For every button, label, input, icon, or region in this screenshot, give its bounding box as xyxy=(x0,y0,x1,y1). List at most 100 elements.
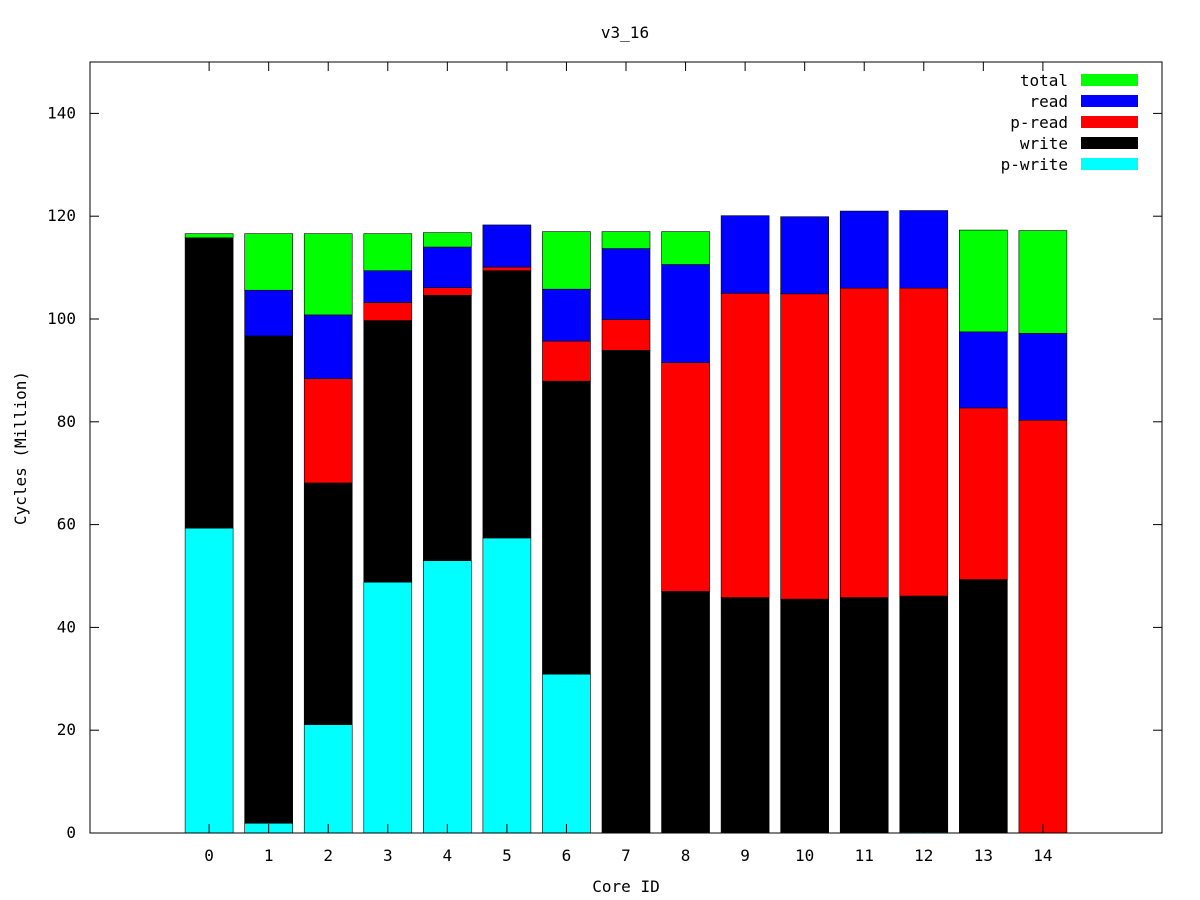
bar-segment-total-core-3 xyxy=(363,233,413,271)
legend-swatch xyxy=(1081,95,1138,107)
bar-segment-read-core-4 xyxy=(423,246,472,288)
bar-segment-read-core-9 xyxy=(720,215,770,294)
bar-segment-write-core-8 xyxy=(661,591,710,834)
bar-segment-total-core-14 xyxy=(1018,230,1068,334)
bar-group-core-14 xyxy=(1018,230,1068,834)
y-tick-label: 120 xyxy=(47,206,76,225)
x-tick-label: 14 xyxy=(1033,846,1052,865)
bar-segment-read-core-1 xyxy=(244,289,293,337)
bar-segment-p-read-core-2 xyxy=(303,378,353,484)
bar-segment-p-write-core-6 xyxy=(542,673,591,834)
bar-segment-write-core-5 xyxy=(482,270,532,539)
bar-group-core-4 xyxy=(423,232,472,834)
bar-segment-write-core-13 xyxy=(959,579,1008,834)
legend-item-p-write: p-write xyxy=(1001,155,1138,174)
bar-segment-write-core-7 xyxy=(601,350,651,834)
y-axis-label: Cycles (Million) xyxy=(11,371,30,525)
y-tick-label: 80 xyxy=(57,412,76,431)
y-tick-label: 0 xyxy=(66,823,76,842)
bar-segment-p-read-core-8 xyxy=(661,362,710,592)
bar-segment-read-core-11 xyxy=(839,210,889,289)
bar-group-core-9 xyxy=(720,215,770,834)
bar-segment-read-core-12 xyxy=(899,210,949,289)
bar-segment-write-core-9 xyxy=(720,597,770,834)
legend-item-p-read: p-read xyxy=(1010,113,1138,132)
bar-segment-write-core-6 xyxy=(542,380,591,675)
bar-segment-write-core-11 xyxy=(839,597,889,834)
legend-label: p-write xyxy=(1001,155,1068,174)
bar-segment-p-read-core-9 xyxy=(720,292,770,598)
y-tick-label: 100 xyxy=(47,309,76,328)
legend-label: read xyxy=(1029,92,1068,111)
bar-group-core-5 xyxy=(482,224,532,834)
x-tick-label: 3 xyxy=(383,846,393,865)
bar-group-core-7 xyxy=(601,231,651,834)
legend-swatch xyxy=(1081,116,1138,128)
bar-segment-write-core-0 xyxy=(184,237,234,529)
bar-segment-p-read-core-11 xyxy=(839,287,889,598)
bar-segment-p-write-core-3 xyxy=(363,581,413,834)
x-tick-label: 2 xyxy=(323,846,333,865)
legend-label: total xyxy=(1020,71,1068,90)
bar-segment-write-core-10 xyxy=(780,598,829,834)
x-tick-label: 10 xyxy=(795,846,814,865)
bar-segment-read-core-3 xyxy=(363,270,413,303)
bar-segment-p-read-core-6 xyxy=(542,340,591,382)
bar-group-core-1 xyxy=(244,233,293,834)
legend: total read p-read write p-write xyxy=(1001,71,1138,174)
x-tick-label: 7 xyxy=(621,846,631,865)
bar-group-core-11 xyxy=(839,210,889,834)
bar-group-core-8 xyxy=(661,231,710,834)
bar-group-core-12 xyxy=(899,210,949,834)
x-tick-label: 12 xyxy=(914,846,933,865)
bar-segment-total-core-13 xyxy=(959,229,1008,333)
legend-swatch xyxy=(1081,74,1138,86)
bar-segment-p-write-core-5 xyxy=(482,537,532,834)
bar-segment-write-core-2 xyxy=(303,482,353,725)
x-tick-label: 0 xyxy=(204,846,214,865)
bar-segment-read-core-7 xyxy=(601,248,651,320)
bar-groups xyxy=(184,210,1068,834)
legend-swatch xyxy=(1081,158,1138,170)
bar-segment-p-read-core-5 xyxy=(482,266,532,271)
y-tick-label: 20 xyxy=(57,720,76,739)
bar-segment-write-core-1 xyxy=(244,335,293,824)
y-tick-label: 40 xyxy=(57,617,76,636)
x-tick-label: 13 xyxy=(974,846,993,865)
bar-segment-p-write-core-0 xyxy=(184,527,234,834)
bar-segment-read-core-13 xyxy=(959,331,1008,409)
bar-group-core-2 xyxy=(303,233,353,834)
y-tick-label: 60 xyxy=(57,515,76,534)
bar-segment-read-core-5 xyxy=(482,224,532,268)
x-axis-label: Core ID xyxy=(592,877,659,896)
bar-segment-read-core-10 xyxy=(780,216,829,295)
legend-label: p-read xyxy=(1010,113,1068,132)
bar-segment-read-core-8 xyxy=(661,264,710,363)
legend-label: write xyxy=(1020,134,1068,153)
bar-segment-read-core-14 xyxy=(1018,333,1068,421)
bar-segment-p-read-core-4 xyxy=(423,287,472,296)
x-tick-label: 11 xyxy=(855,846,874,865)
bar-group-core-6 xyxy=(542,231,591,834)
bar-segment-total-core-4 xyxy=(423,232,472,248)
x-tick-label: 9 xyxy=(740,846,750,865)
bar-segment-total-core-6 xyxy=(542,231,591,290)
bar-segment-p-read-core-10 xyxy=(780,293,829,600)
bar-group-core-10 xyxy=(780,216,829,834)
bar-segment-p-write-core-2 xyxy=(303,724,353,834)
legend-item-total: total xyxy=(1020,71,1138,90)
x-tick-label: 8 xyxy=(681,846,691,865)
chart-title: v3_16 xyxy=(601,23,649,42)
x-tick-label: 6 xyxy=(562,846,572,865)
y-axis: 0 20 40 60 80 100 120 140 xyxy=(47,103,1162,842)
bar-group-core-0 xyxy=(184,233,234,834)
y-tick-label: 140 xyxy=(47,103,76,122)
bar-segment-p-read-core-12 xyxy=(899,287,949,597)
bar-segment-read-core-6 xyxy=(542,288,591,342)
x-tick-label: 1 xyxy=(264,846,274,865)
bar-segment-write-core-3 xyxy=(363,320,413,583)
bar-segment-read-core-2 xyxy=(303,314,353,379)
x-tick-label: 5 xyxy=(502,846,512,865)
bar-segment-total-core-2 xyxy=(303,233,353,316)
